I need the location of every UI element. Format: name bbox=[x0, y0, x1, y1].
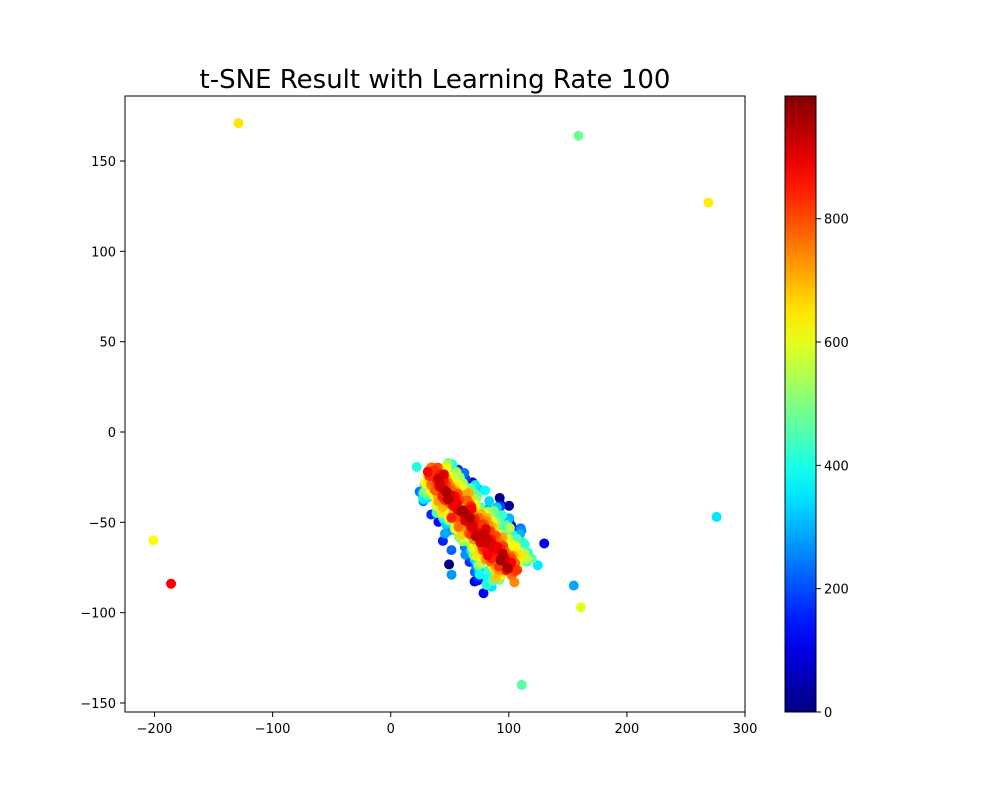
scatter-point bbox=[464, 512, 475, 523]
x-tick-label: −100 bbox=[255, 722, 291, 737]
scatter-point bbox=[484, 496, 495, 507]
plot-frame bbox=[124, 95, 746, 713]
scatter-point bbox=[504, 522, 515, 533]
x-tick-label: 0 bbox=[387, 722, 395, 737]
colorbar-tick-label: 400 bbox=[824, 459, 849, 474]
scatter-point bbox=[441, 486, 452, 497]
y-tick-label: −100 bbox=[80, 607, 116, 622]
scatter-point bbox=[575, 602, 586, 613]
scatter-point bbox=[512, 565, 523, 576]
scatter-point bbox=[411, 461, 422, 472]
colorbar-tick-label: 800 bbox=[824, 213, 849, 228]
chart-title: t-SNE Result with Learning Rate 100 bbox=[200, 65, 671, 95]
scatter-point bbox=[703, 197, 714, 208]
scatter-point bbox=[148, 535, 159, 546]
scatter-point bbox=[446, 512, 457, 523]
scatter-point bbox=[457, 505, 468, 516]
y-axis: −150 −100 −50 0 50 100 150 bbox=[80, 155, 125, 712]
scatter-point bbox=[453, 522, 464, 533]
x-tick-label: 200 bbox=[614, 722, 639, 737]
scatter-point bbox=[480, 485, 491, 496]
scatter-point bbox=[573, 130, 584, 141]
scatter-point bbox=[422, 466, 433, 477]
colorbar-tick-label: 600 bbox=[824, 336, 849, 351]
scatter-point bbox=[711, 511, 722, 522]
y-tick-label: 100 bbox=[91, 245, 116, 260]
y-tick-label: 0 bbox=[108, 426, 116, 441]
y-tick-label: 50 bbox=[99, 336, 116, 351]
colorbar bbox=[784, 95, 817, 713]
x-tick-label: 100 bbox=[496, 722, 521, 737]
scatter-point bbox=[467, 521, 478, 532]
scatter-point bbox=[439, 528, 450, 539]
y-tick-label: −150 bbox=[80, 697, 116, 712]
scatter-point bbox=[482, 550, 493, 561]
scatter-point bbox=[470, 531, 481, 542]
x-tick-label: 300 bbox=[733, 722, 758, 737]
scatter-point bbox=[502, 563, 513, 574]
scatter-point bbox=[452, 498, 463, 509]
colorbar-axis: 0 200 400 600 800 bbox=[816, 213, 849, 721]
scatter-point bbox=[492, 542, 503, 553]
x-axis: −200 −100 0 100 200 300 bbox=[137, 712, 758, 737]
scatter-point bbox=[479, 529, 490, 540]
scatter-point bbox=[516, 679, 527, 690]
scatter-point bbox=[510, 541, 521, 552]
scatter-point bbox=[442, 494, 453, 505]
scatter-point bbox=[233, 118, 244, 129]
scatter-point bbox=[446, 569, 457, 580]
colorbar-tick-label: 0 bbox=[824, 706, 832, 721]
scatter-point bbox=[516, 549, 527, 560]
y-tick-label: 150 bbox=[91, 155, 116, 170]
scatter-point bbox=[568, 580, 579, 591]
scatter-point bbox=[478, 588, 489, 599]
scatter-point bbox=[166, 578, 177, 589]
y-tick-label: −50 bbox=[89, 516, 116, 531]
colorbar-tick-label: 200 bbox=[824, 583, 849, 598]
scatter-point bbox=[495, 555, 506, 566]
scatter-point bbox=[474, 569, 485, 580]
x-tick-label: −200 bbox=[137, 722, 173, 737]
scatter-point bbox=[532, 560, 543, 571]
scatter-point bbox=[481, 537, 492, 548]
scatter-point bbox=[444, 559, 455, 570]
scatter-point bbox=[433, 473, 444, 484]
scatter-point bbox=[446, 545, 457, 556]
scatter-points bbox=[148, 118, 722, 690]
scatter-point bbox=[504, 500, 515, 511]
scatter-point bbox=[539, 538, 550, 549]
scatter-point bbox=[519, 539, 530, 550]
